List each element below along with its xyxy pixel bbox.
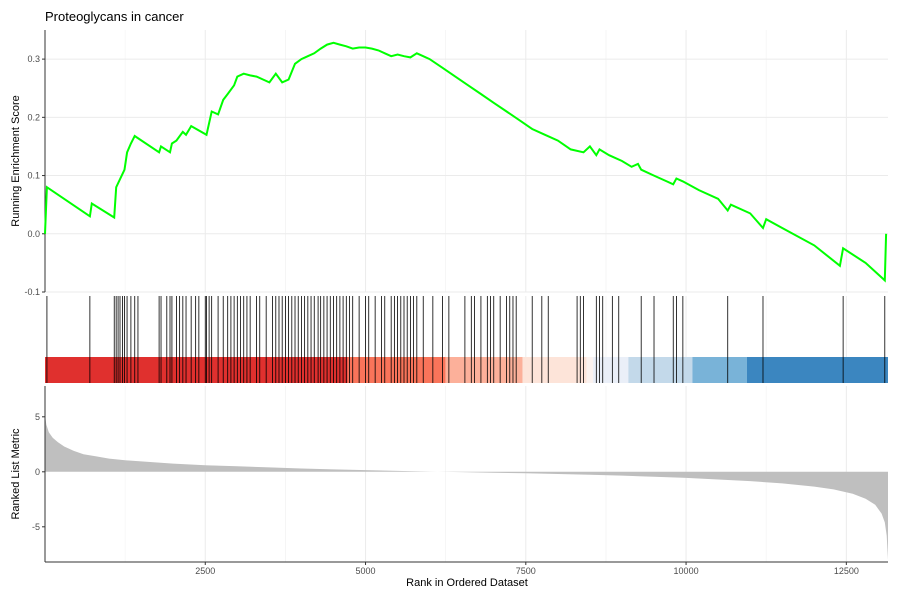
hits-panel xyxy=(45,296,888,383)
color-band xyxy=(347,357,446,383)
ranked-y-axis-title: Ranked List Metric xyxy=(10,428,22,520)
color-band xyxy=(593,357,629,383)
x-axis: 2500 5000 7500 10000 12500 xyxy=(45,561,888,576)
enrichment-y-tick-label: 0.3 xyxy=(27,54,40,64)
enrichment-y-tick-label: 0.2 xyxy=(27,112,40,122)
gene-hit-marks xyxy=(46,296,886,383)
ranked-list-panel: -5 0 5 2500 5000 7500 10000 12500 Ranked List … xyxy=(10,386,888,589)
ranked-y-axis: -5 0 5 xyxy=(32,386,46,562)
enrichment-y-tick-label: -0.1 xyxy=(24,287,40,297)
color-band xyxy=(45,357,348,383)
color-band xyxy=(746,357,888,383)
x-tick-label: 5000 xyxy=(356,566,376,576)
enrichment-y-tick-label: 0.0 xyxy=(27,229,40,239)
x-tick-label: 12500 xyxy=(834,566,859,576)
ranked-y-tick-label: 5 xyxy=(35,412,40,422)
color-band xyxy=(445,357,523,383)
chart-title: Proteoglycans in cancer xyxy=(45,9,184,24)
enrichment-y-tick-label: 0.1 xyxy=(27,171,40,181)
color-band xyxy=(586,357,594,383)
ranked-y-tick-label: -5 xyxy=(32,522,40,532)
x-axis-title: Rank in Ordered Dataset xyxy=(406,577,528,589)
color-band xyxy=(628,357,693,383)
color-band xyxy=(522,357,587,383)
rank-color-bands xyxy=(45,357,888,383)
enrichment-grid xyxy=(45,30,888,293)
ranked-y-tick-label: 0 xyxy=(35,467,40,477)
hits-grid xyxy=(124,296,847,357)
enrichment-y-axis-title: Running Enrichment Score xyxy=(10,95,22,226)
running-enrichment-score-line xyxy=(44,41,888,283)
ranked-list-metric-area xyxy=(45,414,888,560)
color-band xyxy=(692,357,747,383)
x-tick-label: 10000 xyxy=(674,566,699,576)
x-tick-label: 7500 xyxy=(516,566,536,576)
enrichment-y-axis: -0.1 0.0 0.1 0.2 0.3 xyxy=(24,30,46,297)
x-tick-label: 2500 xyxy=(195,566,215,576)
enrichment-panel: -0.1 0.0 0.1 0.2 0.3 Running Enrichment Scor… xyxy=(10,30,888,297)
